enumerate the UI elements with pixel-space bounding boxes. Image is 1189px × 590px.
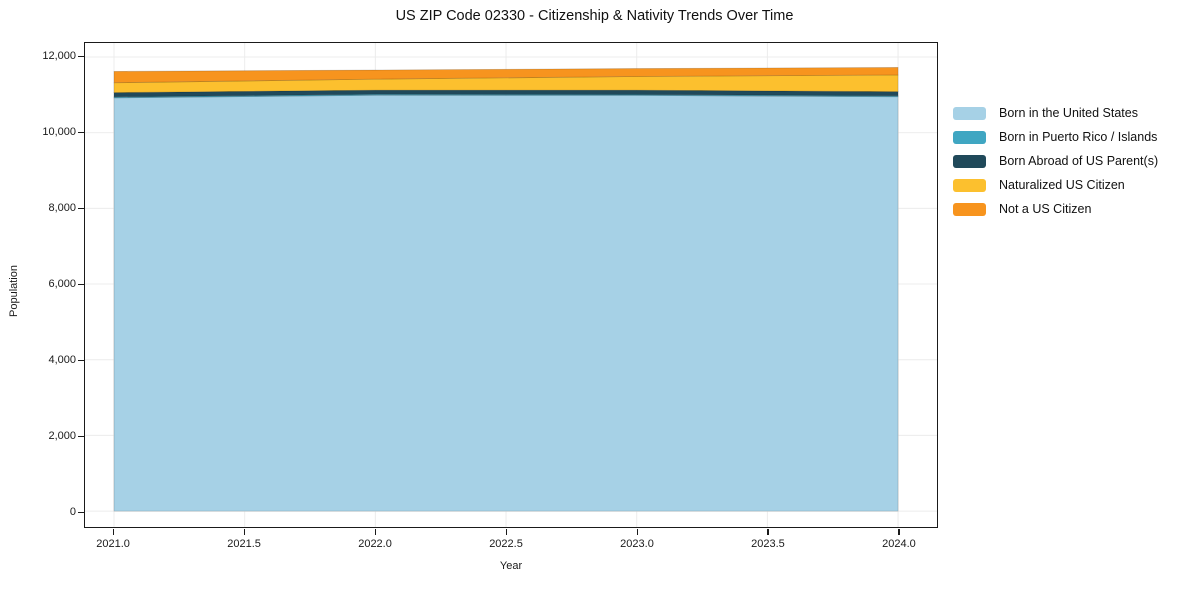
y-tick-mark (78, 511, 84, 513)
legend-swatch (953, 130, 986, 144)
y-tick-label: 0 (69, 506, 76, 519)
x-tick-mark (636, 529, 638, 535)
legend-item: Born in Puerto Rico / Islands (953, 125, 1158, 149)
area-series (113, 67, 899, 84)
x-tick-label: 2024.0 (882, 538, 916, 550)
legend-label: Born in Puerto Rico / Islands (999, 130, 1158, 144)
y-axis-label: Population (8, 265, 20, 317)
area-series (113, 94, 899, 512)
y-tick-mark (78, 131, 84, 133)
y-tick-label: 4,000 (48, 354, 76, 367)
legend: Born in the United States Born in Puerto … (953, 101, 1158, 221)
area-series (113, 89, 899, 98)
area-series (113, 74, 899, 93)
x-tick-label: 2023.5 (751, 538, 785, 550)
legend-label: Born in the United States (999, 106, 1138, 120)
y-tick-mark (78, 55, 84, 57)
y-tick-mark (78, 435, 84, 437)
x-tick-mark (112, 529, 114, 535)
x-tick-label: 2023.0 (620, 538, 654, 550)
plot-area (84, 42, 938, 528)
legend-item: Born in the United States (953, 101, 1158, 125)
legend-swatch (953, 154, 986, 168)
x-tick-mark (505, 529, 507, 535)
x-axis-label: Year (499, 560, 523, 572)
legend-item: Not a US Citizen (953, 197, 1158, 221)
x-tick-label: 2022.0 (358, 538, 392, 550)
legend-label: Born Abroad of US Parent(s) (999, 154, 1159, 168)
legend-swatch (953, 202, 986, 216)
legend-item: Naturalized US Citizen (953, 173, 1158, 197)
y-tick-label: 10,000 (42, 126, 76, 139)
legend-swatch (953, 178, 986, 192)
y-tick-mark (78, 359, 84, 361)
x-tick-mark (767, 529, 769, 535)
x-tick-mark (898, 529, 900, 535)
legend-swatch (953, 106, 986, 120)
y-tick-label: 8,000 (48, 202, 76, 215)
x-tick-label: 2021.0 (96, 538, 130, 550)
y-tick-label: 12,000 (42, 50, 76, 63)
y-tick-label: 2,000 (48, 430, 76, 443)
x-tick-label: 2021.5 (227, 538, 261, 550)
legend-label: Naturalized US Citizen (999, 178, 1125, 192)
legend-item: Born Abroad of US Parent(s) (953, 149, 1158, 173)
legend-label: Not a US Citizen (999, 202, 1092, 216)
x-tick-mark (243, 529, 245, 535)
stacked-area-chart (85, 43, 937, 527)
x-tick-label: 2022.5 (489, 538, 523, 550)
chart-title: US ZIP Code 02330 - Citizenship & Nativi… (395, 8, 794, 24)
y-tick-mark (78, 283, 84, 285)
y-tick-label: 6,000 (48, 278, 76, 291)
y-tick-mark (78, 207, 84, 209)
x-tick-mark (374, 529, 376, 535)
